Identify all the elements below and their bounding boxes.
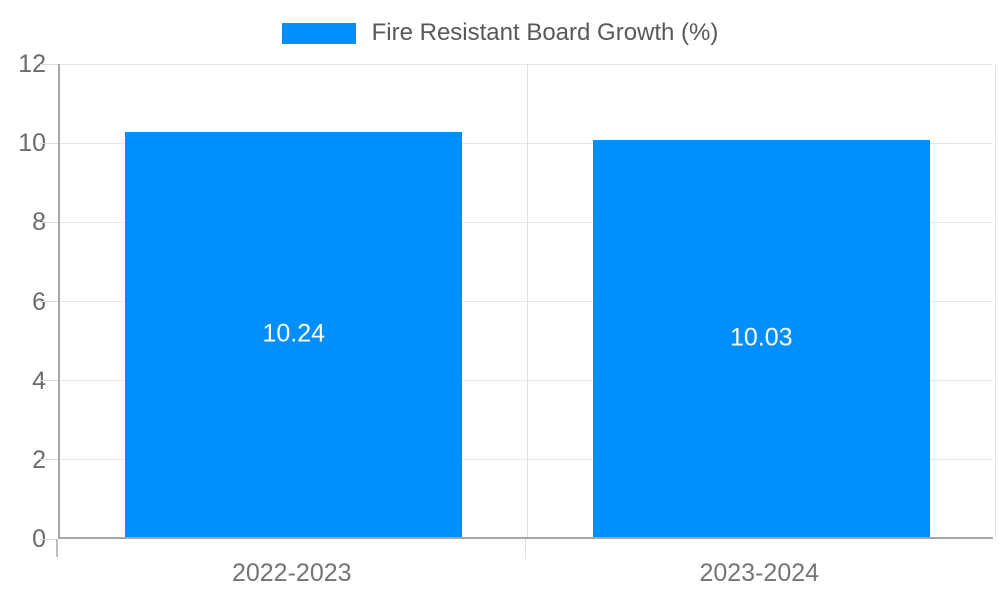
y-gridline xyxy=(60,142,993,144)
legend-label: Fire Resistant Board Growth (%) xyxy=(371,19,719,46)
bar-value-label: 10.03 xyxy=(729,323,793,352)
legend[interactable]: Fire Resistant Board Growth (%) xyxy=(0,18,1000,48)
y-axis-tick-label: 8 xyxy=(32,208,46,237)
y-axis-tick-label: 6 xyxy=(32,287,46,316)
y-gridline xyxy=(60,301,993,302)
y-axis-overhang xyxy=(56,539,58,557)
bar-2022-2023[interactable]: 10.24 xyxy=(125,131,463,537)
y-axis-tick-mark xyxy=(40,301,58,302)
y-gridline xyxy=(60,380,993,382)
category-separator-line xyxy=(527,64,528,537)
x-axis-tick-mark xyxy=(525,539,526,559)
y-axis-tick-mark xyxy=(40,459,58,461)
legend-swatch xyxy=(281,22,356,44)
bar-value-label: 10.24 xyxy=(262,319,326,348)
y-axis-tick-mark xyxy=(40,538,58,540)
y-axis-tick-mark xyxy=(40,380,58,382)
category-separator-line xyxy=(994,64,996,537)
y-axis-tick-mark xyxy=(40,63,58,65)
y-axis-tick-mark xyxy=(40,221,58,223)
y-axis-tick-label: 4 xyxy=(32,366,46,395)
plot-area: 10.24 10.03 xyxy=(58,63,996,539)
x-axis-category-label: 2022-2023 xyxy=(231,559,352,587)
bar-2023-2024[interactable]: 10.03 xyxy=(592,139,930,537)
y-gridline xyxy=(60,221,993,223)
x-axis-category-label: 2023-2024 xyxy=(699,559,820,587)
y-gridline xyxy=(60,459,993,461)
y-axis-tick-label: 2 xyxy=(32,445,46,474)
y-gridline xyxy=(60,63,993,65)
y-axis-tick-label: 0 xyxy=(32,525,46,553)
y-axis-tick-mark xyxy=(40,142,58,144)
